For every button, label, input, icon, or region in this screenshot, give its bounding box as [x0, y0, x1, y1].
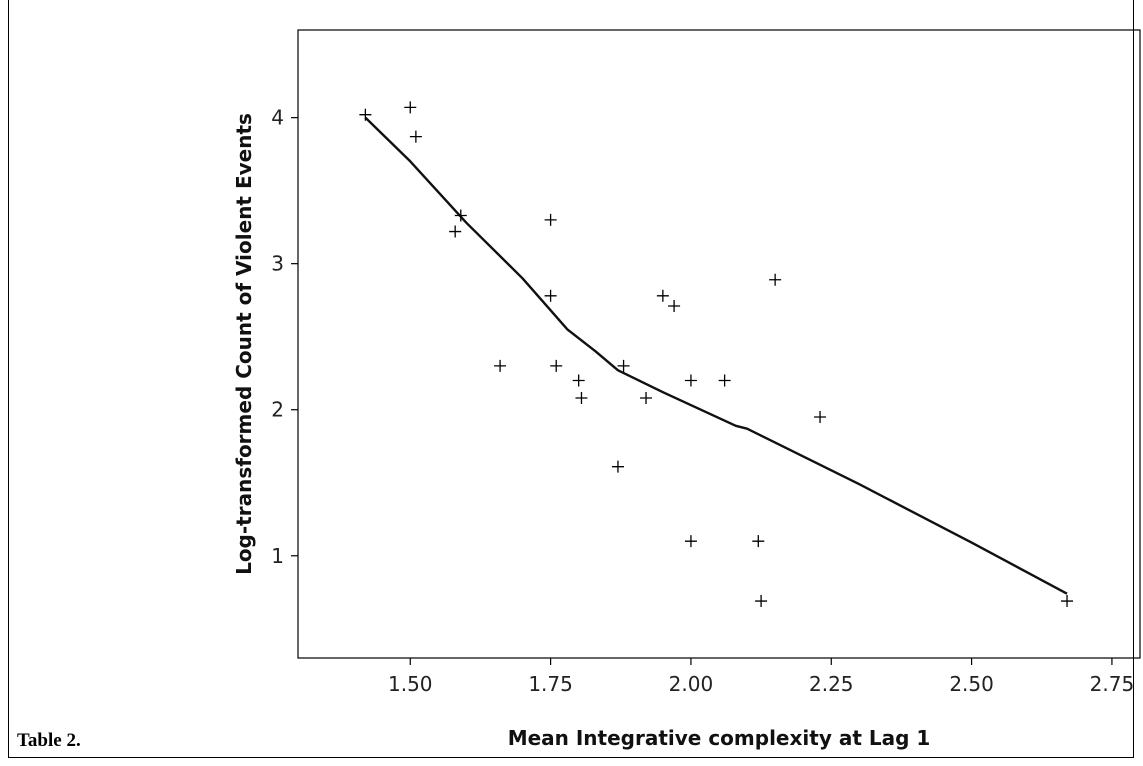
- x-axis-ticks: 1.50 1.75 2.00 2.25 2.50 2.75: [388, 658, 1134, 696]
- data-point: [684, 374, 697, 387]
- data-point: [544, 213, 557, 226]
- y-axis-ticks: 1 2 3 4: [271, 106, 298, 568]
- data-point: [611, 460, 624, 473]
- y-tick-label: 3: [271, 252, 284, 276]
- data-point: [404, 101, 417, 114]
- x-tick-label: 2.25: [809, 672, 854, 696]
- x-tick-label: 2.75: [1090, 672, 1135, 696]
- fit-line: [364, 116, 1068, 595]
- data-point: [449, 225, 462, 238]
- data-point: [409, 130, 422, 143]
- x-tick-label: 1.50: [388, 672, 433, 696]
- data-point: [575, 392, 588, 405]
- x-tick-label: 1.75: [528, 672, 573, 696]
- data-point: [572, 374, 585, 387]
- data-point: [617, 359, 630, 372]
- x-axis-title: Mean Integrative complexity at Lag 1: [508, 726, 931, 750]
- table-caption: Table 2.: [17, 730, 81, 751]
- data-point: [454, 209, 467, 222]
- data-point: [494, 359, 507, 372]
- data-point: [718, 374, 731, 387]
- data-point: [684, 535, 697, 548]
- figure-frame: [8, 0, 1134, 758]
- data-point: [769, 273, 782, 286]
- data-point: [1061, 595, 1074, 608]
- y-tick-label: 1: [271, 544, 284, 568]
- y-tick-label: 4: [271, 106, 284, 130]
- data-point: [752, 535, 765, 548]
- data-points: [359, 101, 1074, 608]
- fit-line-group: [364, 116, 1068, 595]
- data-point: [550, 359, 563, 372]
- data-point: [668, 300, 681, 313]
- data-point: [755, 595, 768, 608]
- y-tick-label: 2: [271, 398, 284, 422]
- y-axis-title: Log-transformed Count of Violent Events: [232, 113, 256, 575]
- plot-area: [297, 29, 1141, 659]
- data-point: [359, 108, 372, 121]
- x-tick-label: 2.00: [669, 672, 714, 696]
- data-point: [544, 289, 557, 302]
- data-point: [656, 289, 669, 302]
- data-point: [640, 392, 653, 405]
- x-tick-label: 2.50: [949, 672, 994, 696]
- data-point: [814, 411, 827, 424]
